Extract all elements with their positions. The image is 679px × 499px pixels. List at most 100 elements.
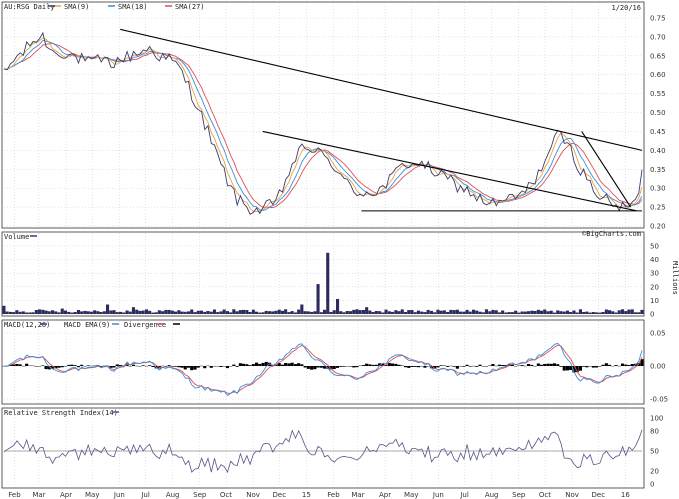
volume-bar-41 <box>135 309 139 314</box>
divergence-label: Divergence <box>124 321 166 329</box>
y-axis-ticks: 0.75 0.70 0.65 0.60 0.55 0.50 0.45 0.40 0.35 0.30… <box>650 15 668 489</box>
divergence-bar-26 <box>86 365 90 366</box>
volume-bar-191 <box>621 309 625 314</box>
divergence-bar-67 <box>219 366 223 367</box>
volume-bar-15 <box>51 310 55 314</box>
volume-bar-8 <box>28 312 32 314</box>
volume-bar-112 <box>365 307 369 314</box>
volume-bar-88 <box>287 312 291 314</box>
volume-bar-152 <box>494 310 498 314</box>
divergence-bar-50 <box>164 366 168 367</box>
divergence-bar-53 <box>174 366 178 367</box>
divergence-bar-142 <box>462 366 466 367</box>
volume-bar-26 <box>86 311 90 314</box>
divergence-bar-86 <box>280 364 284 366</box>
divergence-bar-182 <box>591 366 595 368</box>
divergence-bar-5 <box>18 364 22 366</box>
price-panel <box>1 1 645 229</box>
divergence-bar-77 <box>251 364 255 366</box>
volume-bar-1 <box>5 311 9 314</box>
volume-bar-187 <box>608 310 612 314</box>
volume-bar-179 <box>582 312 586 314</box>
divergence-bar-60 <box>196 366 200 368</box>
volume-bar-23 <box>76 310 80 314</box>
volume-bar-183 <box>595 312 599 314</box>
volume-bar-37 <box>122 312 126 314</box>
volume-unit: Millions <box>671 261 679 295</box>
divergence-bar-191 <box>621 363 625 366</box>
divergence-bar-135 <box>439 365 443 366</box>
volume-bar-108 <box>352 309 356 314</box>
macd-ema-label: MACD EMA(9) <box>64 321 110 329</box>
volume-bar-6 <box>21 311 25 314</box>
divergence-bar-102 <box>332 366 336 369</box>
vol-tick-5: 0 <box>650 311 654 319</box>
volume-bar-97 <box>316 284 320 314</box>
legend-sma9: SMA(9) <box>64 3 89 11</box>
x-tick-8: Oct <box>220 491 232 499</box>
volume-bar-160 <box>520 311 524 314</box>
divergence-bar-71 <box>232 364 236 366</box>
volume-bar-76 <box>248 312 252 314</box>
volume-bar-117 <box>381 312 385 314</box>
volume-bar-18 <box>60 308 64 314</box>
volume-bar-69 <box>225 311 229 314</box>
volume-bar-140 <box>455 309 459 314</box>
volume-bar-111 <box>361 310 365 314</box>
price-plot <box>3 28 643 215</box>
divergence-bar-154 <box>501 365 505 366</box>
divergence-bar-186 <box>604 363 608 366</box>
x-tick-3: May <box>85 491 99 499</box>
rsi-tick-3: 20 <box>650 467 659 475</box>
volume-panel <box>1 231 645 317</box>
divergence-bar-21 <box>70 364 74 366</box>
volume-bar-87 <box>284 309 288 314</box>
divergence-bar-93 <box>303 366 307 368</box>
divergence-bar-113 <box>368 364 372 366</box>
price-tick-3: 0.60 <box>650 71 666 79</box>
volume-bar-145 <box>472 309 476 314</box>
vol-tick-0: 50 <box>650 243 659 251</box>
divergence-bar-123 <box>400 365 404 366</box>
volume-bar-70 <box>229 312 233 314</box>
volume-bar-67 <box>219 311 223 314</box>
volume-bar-95 <box>310 311 314 314</box>
divergence-bar-132 <box>429 366 433 369</box>
volume-bar-29 <box>96 311 100 314</box>
divergence-bar-14 <box>47 366 51 370</box>
x-tick-1: Mar <box>32 491 45 499</box>
x-tick-21: Nov <box>565 491 579 499</box>
divergence-bar-88 <box>287 363 291 366</box>
volume-bar-39 <box>128 311 132 314</box>
divergence-bar-20 <box>67 364 71 366</box>
volume-bar-63 <box>206 311 210 314</box>
volume-bar-35 <box>115 312 119 314</box>
volume-bar-171 <box>556 310 560 314</box>
volume-bar-96 <box>313 311 317 314</box>
divergence-bar-193 <box>627 365 631 366</box>
divergence-bar-24 <box>80 364 84 366</box>
volume-bar-9 <box>31 312 35 314</box>
divergence-bar-87 <box>284 363 288 366</box>
volume-bar-172 <box>559 311 563 314</box>
volume-bar-17 <box>57 312 61 314</box>
price-line <box>3 31 643 215</box>
divergence-bar-165 <box>536 363 540 366</box>
x-tick-16: Jun <box>432 491 444 499</box>
volume-bar-167 <box>543 309 547 314</box>
volume-bar-115 <box>374 311 378 314</box>
volume-bar-102 <box>332 310 336 314</box>
divergence-bar-114 <box>371 364 375 366</box>
volume-bar-46 <box>151 312 155 314</box>
divergence-bar-122 <box>397 364 401 366</box>
legend-swatches <box>30 5 180 413</box>
volume-bar-110 <box>358 310 362 314</box>
volume-bar-25 <box>83 310 87 314</box>
divergence-bar-51 <box>167 365 171 366</box>
volume-bar-45 <box>148 310 152 314</box>
volume-bar-48 <box>157 310 161 314</box>
x-tick-7: Sep <box>193 491 207 499</box>
price-tick-11: 0.20 <box>650 223 666 231</box>
volume-bar-7 <box>25 312 29 314</box>
volume-bar-68 <box>222 309 226 314</box>
